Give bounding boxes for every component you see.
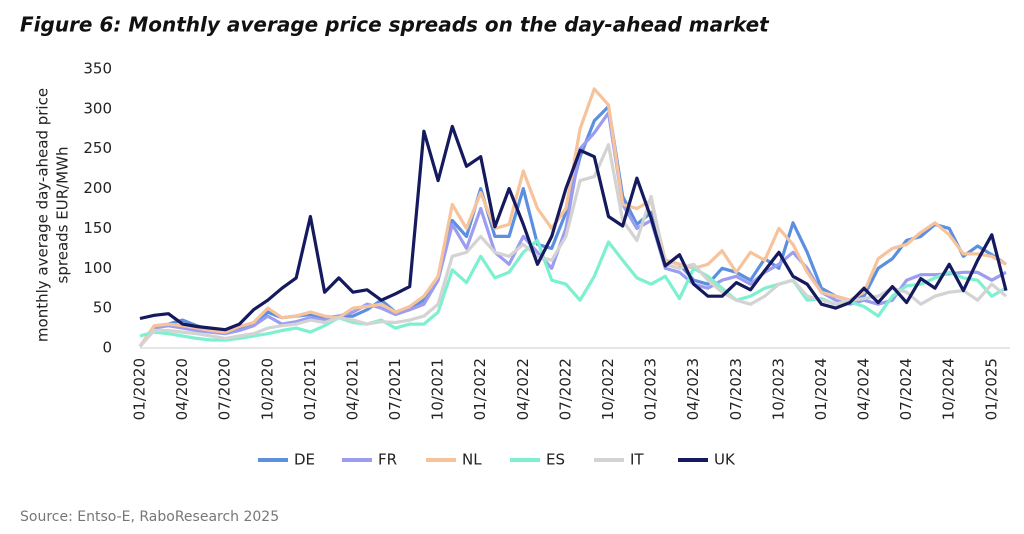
x-tick-label: 01/2023 [642, 358, 660, 420]
y-tick-label: 50 [93, 299, 112, 317]
x-tick-label: 07/2023 [727, 358, 745, 420]
legend-label: DE [294, 451, 315, 469]
y-axis-title-line: monthly average day-ahead price [34, 88, 52, 342]
legend-label: FR [378, 451, 397, 469]
x-tick-label: 10/2024 [940, 358, 958, 420]
x-tick-label: 04/2024 [855, 358, 873, 420]
x-tick-label: 04/2023 [684, 358, 702, 420]
series-line [138, 87, 1007, 348]
y-tick-label: 150 [83, 219, 112, 237]
y-tick-label: 350 [83, 60, 112, 78]
chart-title: Figure 6: Monthly average price spreads … [20, 13, 770, 37]
y-tick-label: 300 [83, 99, 112, 117]
x-tick-label: 10/2021 [429, 358, 447, 420]
x-tick-label: 07/2024 [897, 358, 915, 420]
y-axis-title: monthly average day-ahead price spreads … [34, 88, 72, 342]
y-tick-label: 250 [83, 139, 112, 157]
y-axis-title-line: spreads EUR/MWh [54, 147, 72, 284]
series-line [139, 124, 1008, 332]
series-line [138, 143, 1008, 348]
x-tick-label: 01/2021 [301, 358, 319, 420]
x-tick-label: 10/2020 [258, 358, 276, 420]
legend-label: UK [714, 451, 736, 469]
x-tick-label: 04/2020 [173, 358, 191, 420]
x-tick-label: 07/2022 [556, 358, 574, 420]
x-tick-label: 10/2022 [599, 358, 617, 420]
x-tick-label: 04/2022 [514, 358, 532, 420]
legend-label: NL [462, 451, 482, 469]
x-tick-label: 01/2025 [982, 358, 1000, 420]
y-tick-label: 200 [83, 179, 112, 197]
y-tick-label: 100 [83, 259, 112, 277]
x-tick-label: 10/2023 [769, 358, 787, 420]
x-tick-label: 07/2021 [386, 358, 404, 420]
source-note: Source: Entso-E, RaboResearch 2025 [20, 509, 279, 525]
series-line [139, 238, 1007, 342]
legend-label: ES [546, 451, 565, 469]
x-tick-label: 04/2021 [343, 358, 361, 420]
legend-label: IT [630, 451, 644, 469]
y-tick-label: 0 [102, 339, 112, 357]
series-line [138, 111, 1007, 348]
x-tick-label: 01/2024 [812, 358, 830, 420]
x-tick-label: 01/2022 [471, 358, 489, 420]
x-tick-label: 07/2020 [216, 358, 234, 420]
x-tick-label: 01/2020 [131, 358, 149, 420]
